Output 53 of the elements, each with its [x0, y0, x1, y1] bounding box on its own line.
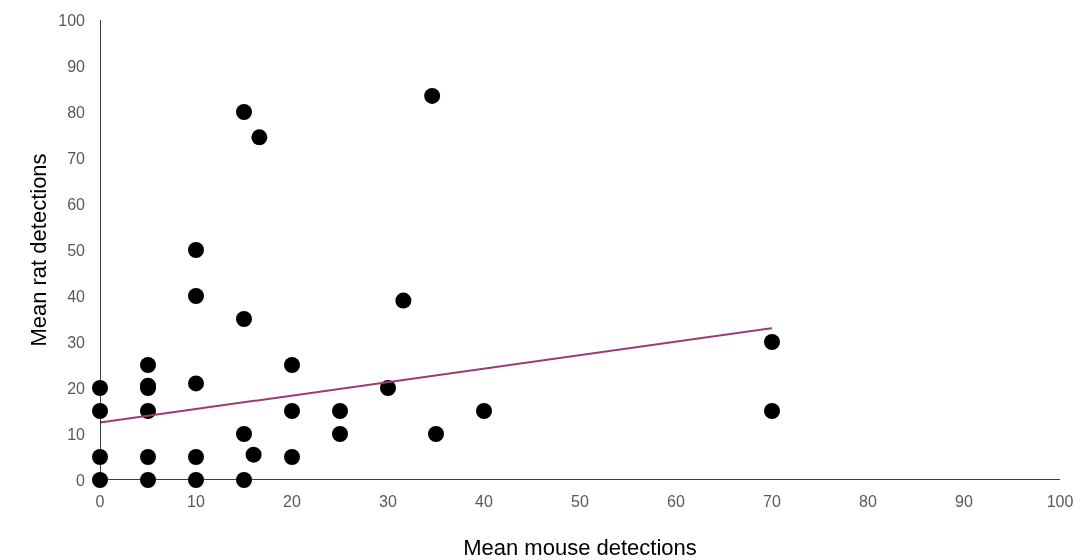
- point: [140, 357, 156, 373]
- x-tick-label: 90: [955, 493, 973, 510]
- point: [236, 472, 252, 488]
- y-tick-label: 70: [67, 149, 86, 167]
- point: [764, 334, 780, 350]
- point: [188, 375, 204, 392]
- point: [92, 472, 108, 488]
- x-tick-label: 100: [1046, 493, 1074, 510]
- y-tick-label: 20: [67, 379, 86, 397]
- point: [236, 426, 252, 442]
- y-tick-label: 0: [76, 471, 86, 489]
- y-tick-label: 30: [67, 333, 86, 351]
- point: [188, 242, 204, 258]
- y-tick-label: 60: [67, 195, 86, 213]
- y-tick-label: 90: [67, 57, 86, 75]
- point: [92, 380, 108, 396]
- x-tick-label: 0: [95, 493, 105, 510]
- point: [428, 426, 444, 442]
- x-tick-label: 20: [283, 493, 301, 510]
- point: [140, 472, 156, 488]
- point: [140, 449, 156, 465]
- x-tick-label: 30: [379, 493, 397, 510]
- x-tick-label: 40: [475, 493, 493, 510]
- y-tick-label: 10: [67, 425, 86, 443]
- point: [284, 357, 300, 373]
- point: [92, 403, 108, 419]
- x-tick-label: 60: [667, 493, 685, 510]
- y-tick-label: 50: [67, 241, 86, 259]
- point: [476, 403, 492, 419]
- point: [188, 472, 204, 488]
- point: [764, 403, 780, 419]
- x-tick-label: 70: [763, 493, 781, 510]
- x-tick-label: 50: [571, 493, 589, 510]
- point: [236, 104, 252, 120]
- y-tick-label: 40: [67, 287, 86, 305]
- x-axis-title: Mean mouse detections: [463, 535, 697, 560]
- y-tick-label: 100: [58, 11, 86, 29]
- point: [188, 449, 204, 465]
- point: [188, 288, 204, 304]
- point: [332, 426, 348, 442]
- point: [284, 449, 300, 465]
- point: [92, 449, 108, 465]
- point: [245, 446, 262, 463]
- point: [395, 292, 412, 309]
- y-axis-title: Mean rat detections: [26, 153, 51, 347]
- point: [332, 403, 348, 419]
- x-tick-label: 80: [859, 493, 877, 510]
- y-tick-label: 80: [67, 103, 86, 121]
- point: [251, 129, 268, 146]
- point: [424, 87, 441, 104]
- point: [236, 311, 252, 327]
- x-tick-label: 10: [187, 493, 205, 510]
- point: [284, 403, 300, 419]
